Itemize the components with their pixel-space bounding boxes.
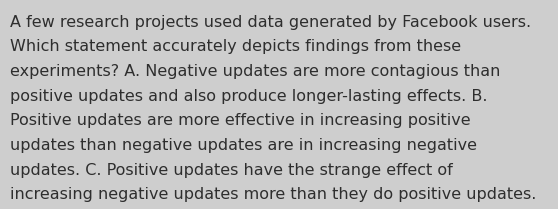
Text: positive updates and also produce longer-lasting effects. B.: positive updates and also produce longer…: [10, 89, 488, 104]
Text: A few research projects used data generated by Facebook users.: A few research projects used data genera…: [10, 15, 531, 30]
Text: Positive updates are more effective in increasing positive: Positive updates are more effective in i…: [10, 113, 470, 128]
Text: increasing negative updates more than they do positive updates.: increasing negative updates more than th…: [10, 187, 536, 202]
Text: Which statement accurately depicts findings from these: Which statement accurately depicts findi…: [10, 39, 461, 54]
Text: updates. C. Positive updates have the strange effect of: updates. C. Positive updates have the st…: [10, 163, 453, 178]
Text: updates than negative updates are in increasing negative: updates than negative updates are in inc…: [10, 138, 477, 153]
Text: experiments? A. Negative updates are more contagious than: experiments? A. Negative updates are mor…: [10, 64, 501, 79]
